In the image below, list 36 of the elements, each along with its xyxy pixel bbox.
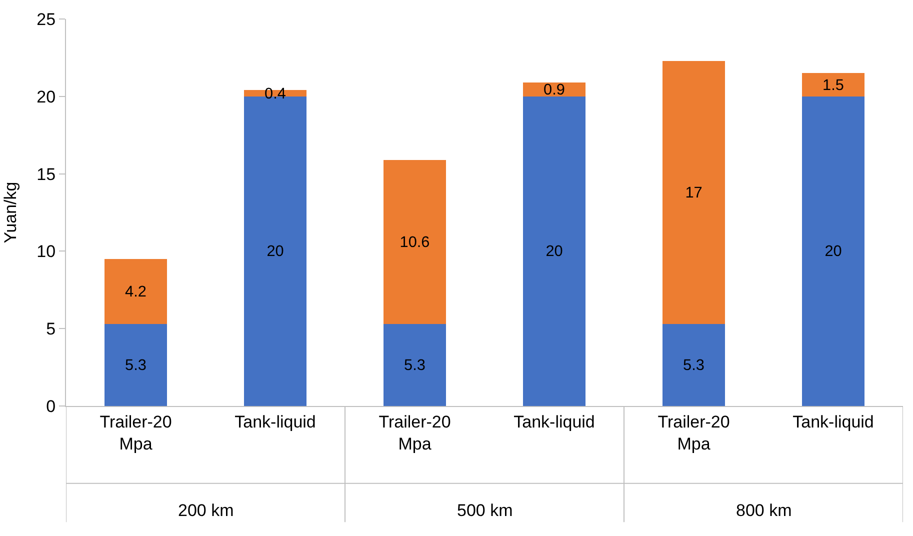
x-tick-label: Tank-liquid bbox=[514, 412, 595, 432]
x-tick-label: Trailer-20 Mpa bbox=[100, 412, 172, 454]
data-label: 10.6 bbox=[400, 234, 430, 251]
data-label: 17 bbox=[685, 184, 702, 202]
data-label: 4.2 bbox=[125, 283, 146, 300]
data-label: 1.5 bbox=[822, 76, 844, 94]
text: 800 km bbox=[736, 501, 792, 520]
data-label: 20 bbox=[546, 243, 563, 260]
bar bbox=[662, 324, 726, 406]
text: 200 km bbox=[178, 501, 234, 520]
data-label: 5.3 bbox=[125, 356, 146, 374]
data-label: 5.3 bbox=[404, 356, 426, 374]
y-axis-title: Yuan/kg bbox=[1, 182, 20, 244]
data-label: 5.3 bbox=[683, 356, 704, 374]
y-tick-label: 10 bbox=[36, 242, 56, 262]
y-tick-label: 5 bbox=[46, 320, 56, 339]
bar bbox=[802, 96, 865, 406]
text: 500 km bbox=[457, 501, 513, 520]
bar bbox=[104, 258, 168, 324]
y-tick-label: 20 bbox=[36, 87, 56, 106]
x-tick-label: Tank-liquid bbox=[234, 412, 316, 432]
bar bbox=[522, 96, 586, 406]
x-tick-label: Tank-liquid bbox=[792, 412, 874, 432]
bar bbox=[383, 160, 446, 324]
x-tick-label: Trailer-20 Mpa bbox=[378, 412, 451, 454]
y-tick-label: 0 bbox=[46, 396, 56, 416]
y-tick-label: 15 bbox=[36, 164, 56, 184]
bar bbox=[662, 60, 726, 324]
data-label: 20 bbox=[824, 243, 842, 260]
bar bbox=[802, 73, 865, 96]
x-tick-label: Trailer-20 Mpa bbox=[658, 412, 730, 454]
y-tick-label: 25 bbox=[36, 10, 56, 29]
data-label: 20 bbox=[266, 243, 284, 260]
data-label: 0.9 bbox=[544, 81, 565, 98]
bar bbox=[104, 324, 168, 406]
bar bbox=[383, 324, 446, 406]
